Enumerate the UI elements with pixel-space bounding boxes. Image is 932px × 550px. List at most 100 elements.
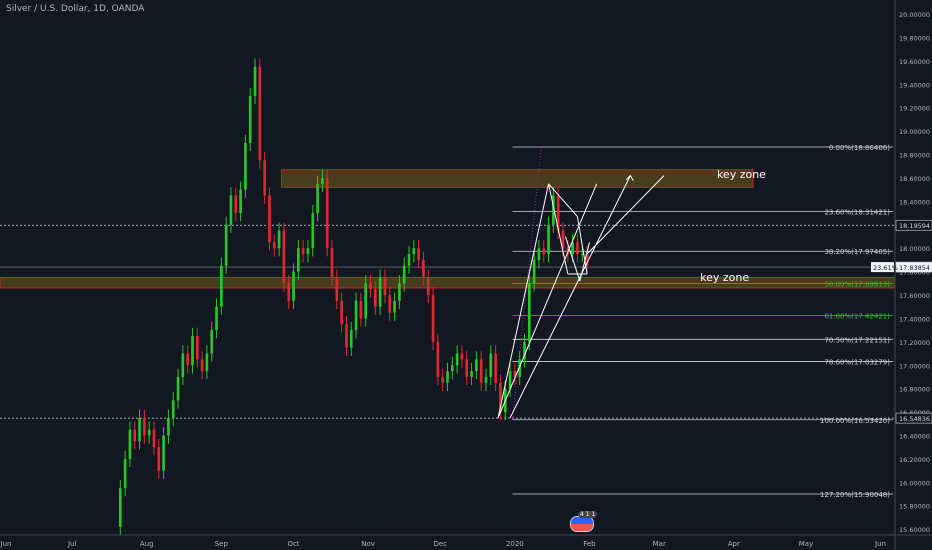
candle-body [239, 189, 242, 214]
candle-body [547, 224, 550, 255]
candle-body [585, 254, 589, 266]
candle-body [272, 242, 276, 249]
candle-body [220, 265, 223, 307]
price-tick-label: 19.20000 [899, 105, 930, 113]
candle-body [147, 429, 151, 436]
candle-body [210, 330, 214, 354]
trend-line [586, 175, 665, 255]
us-flag-icon[interactable] [570, 516, 594, 532]
price-tick-label: 18.60000 [899, 175, 930, 183]
candle-body [143, 417, 146, 436]
candle-body [200, 359, 204, 372]
candle-body [292, 271, 295, 301]
time-tick-label: Jun [0, 540, 11, 548]
price-tick-label: 20.00000 [899, 11, 930, 19]
candle-body [484, 376, 488, 383]
candle-body [118, 488, 122, 527]
candle-body [523, 341, 526, 360]
time-axis: Jun Jul Aug Sep Oct Nov Dec 2020 Feb Mar Apr May Jun [0, 534, 932, 548]
price-label-text: 16.54836 [899, 415, 930, 423]
price-label-box [895, 412, 932, 424]
fib-level-label: 50.00%(17.69913) [824, 280, 890, 288]
candle-body [297, 248, 300, 272]
price-tick-label: 19.60000 [899, 58, 930, 66]
candle-body [349, 330, 353, 348]
candle-body [311, 213, 315, 249]
candle-body [455, 353, 459, 366]
candle-body [330, 248, 334, 278]
candle-body [229, 195, 233, 225]
fib-trend-line [511, 146, 542, 420]
candle-body [340, 300, 343, 325]
candle-body [417, 248, 420, 260]
fib-level-label: 38.20%(17.97405) [824, 248, 890, 256]
candle-body [552, 195, 555, 225]
candle-body [316, 183, 319, 214]
trend-drawings: key zone key zone [497, 168, 766, 419]
candle-body [412, 248, 416, 255]
candle-body [576, 242, 579, 255]
fib-level-label: 100.00%(16.53420) [820, 417, 890, 425]
candle-body [580, 254, 584, 256]
candle-body [518, 359, 522, 377]
candle-body [325, 177, 329, 249]
price-tick-label: 18.80000 [899, 152, 930, 160]
price-tick-label: 15.60000 [899, 526, 930, 534]
time-tick-label: Feb [583, 540, 596, 548]
price-tick-label: 17.00000 [899, 362, 930, 370]
time-tick-label: Jul [67, 540, 77, 548]
candle-body [215, 306, 218, 331]
candle-body [157, 447, 161, 471]
candle-body [470, 371, 473, 377]
candle-body [345, 324, 348, 348]
trend-line [548, 183, 578, 217]
trend-line [576, 216, 588, 275]
candle-body [138, 417, 141, 442]
candle-body [431, 295, 435, 342]
candle-body [301, 248, 305, 255]
time-tick-label: Jun [874, 540, 886, 548]
news-count-badge[interactable]: 4 1 1 [578, 511, 598, 518]
candle-body [373, 289, 377, 307]
candle-body [378, 277, 382, 307]
price-tick-label: 17.40000 [899, 315, 930, 323]
candle-body [128, 429, 132, 459]
fib-level-label: 61.80%(17.42421) [824, 313, 890, 321]
candle-body [359, 300, 363, 319]
price-label-prefix: 23.61% [873, 264, 898, 272]
price-tick-label: 18.00000 [899, 245, 930, 253]
price-label-text: 17.83854 [899, 264, 930, 272]
time-tick-label: Sep [215, 540, 229, 548]
fib-level-label: 70.50%(17.22151) [824, 336, 890, 344]
candle-body [123, 458, 127, 489]
price-tick-label: 19.80000 [899, 34, 930, 42]
candle-body [248, 95, 252, 143]
candle-body [383, 277, 387, 296]
chart-title: Silver / U.S. Dollar, 1D, OANDA [6, 4, 145, 14]
candle-body [335, 277, 339, 301]
price-tick-label: 16.80000 [899, 386, 930, 394]
candle-body [402, 265, 406, 284]
candle-body [537, 248, 541, 260]
time-tick-label: Apr [728, 540, 740, 548]
candle-body [422, 259, 425, 278]
price-tick-label: 15.80000 [899, 503, 930, 511]
price-tick-label: 17.20000 [899, 339, 930, 347]
fib-level-label: 23.60%(18.31421) [824, 208, 890, 216]
candle-body [441, 376, 445, 383]
price-label-box [895, 261, 932, 273]
candle-body [475, 359, 478, 372]
trend-line [564, 236, 581, 282]
key-zone-rect-1 [0, 276, 896, 289]
time-tick-label: Dec [434, 540, 448, 548]
candle-body [527, 283, 531, 342]
candle-body [446, 371, 449, 383]
candle-body [460, 353, 464, 360]
candle-body [258, 66, 262, 161]
time-tick-label: 2020 [506, 540, 524, 548]
candle-body [186, 353, 189, 366]
key-zone-rect-0 [280, 169, 754, 188]
price-label-text: 18.19594 [899, 222, 930, 230]
